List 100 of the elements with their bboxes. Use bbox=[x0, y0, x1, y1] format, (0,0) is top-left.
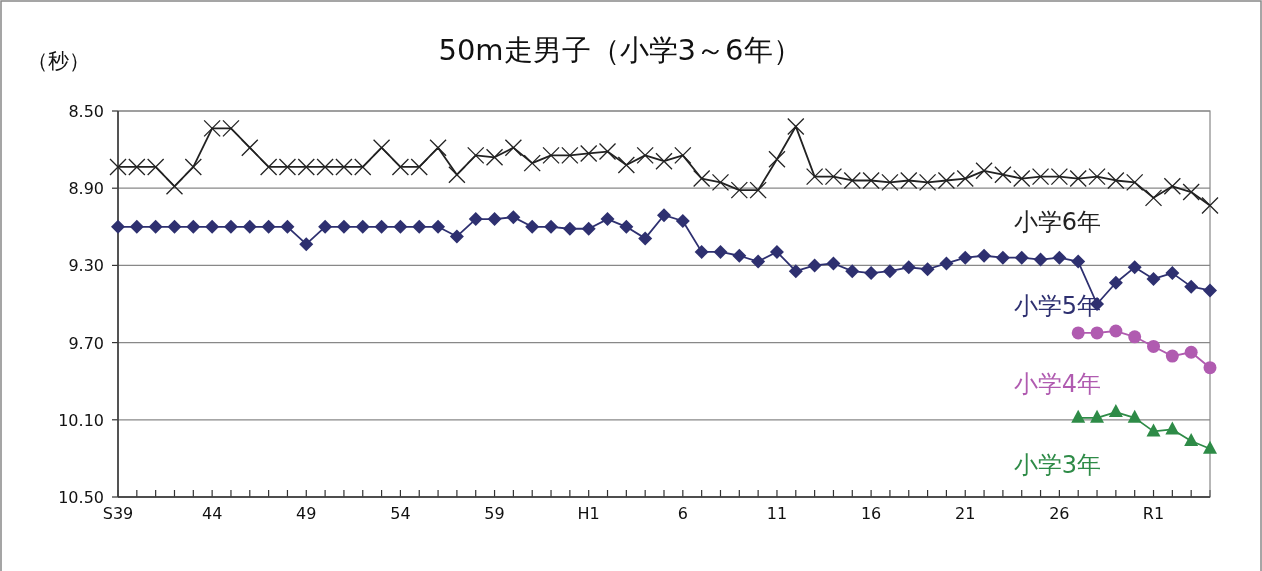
point bbox=[242, 219, 257, 234]
point bbox=[374, 219, 389, 234]
point bbox=[1071, 326, 1085, 340]
point bbox=[1146, 271, 1161, 286]
point bbox=[1163, 177, 1181, 195]
point bbox=[1126, 173, 1144, 192]
point bbox=[1108, 275, 1123, 290]
point bbox=[1184, 433, 1199, 447]
point bbox=[318, 219, 333, 234]
point bbox=[958, 250, 973, 265]
x-tick-label: R1 bbox=[1142, 504, 1165, 523]
point bbox=[167, 219, 182, 234]
chart-title: 50m走男子（小学3～6年） bbox=[438, 33, 802, 67]
point bbox=[674, 146, 692, 165]
point bbox=[977, 248, 992, 263]
x-tick-label: S39 bbox=[102, 504, 134, 523]
point bbox=[788, 264, 803, 279]
point bbox=[372, 139, 391, 157]
point bbox=[693, 169, 711, 188]
point bbox=[1033, 252, 1048, 267]
point bbox=[1108, 404, 1123, 418]
point bbox=[864, 266, 879, 281]
point bbox=[1128, 330, 1142, 344]
point bbox=[1109, 324, 1123, 338]
point bbox=[694, 244, 709, 259]
point bbox=[355, 219, 370, 234]
series-label: 小学6年 bbox=[1013, 207, 1102, 236]
point bbox=[937, 171, 956, 190]
point bbox=[1203, 283, 1217, 298]
point bbox=[1090, 326, 1104, 340]
x-tick-label: H1 bbox=[577, 504, 600, 523]
point bbox=[939, 256, 954, 271]
point bbox=[111, 219, 125, 234]
point bbox=[448, 166, 466, 184]
point bbox=[1088, 167, 1106, 186]
point bbox=[506, 210, 521, 225]
point bbox=[241, 139, 259, 157]
point bbox=[769, 244, 784, 259]
point bbox=[1127, 409, 1142, 423]
series-label: 小学4年 bbox=[1013, 369, 1102, 398]
point bbox=[184, 158, 202, 176]
point bbox=[600, 212, 615, 227]
point bbox=[1090, 409, 1105, 423]
x-tick-label: 6 bbox=[677, 504, 688, 523]
x-tick-label: 44 bbox=[201, 504, 223, 523]
point bbox=[1203, 361, 1217, 375]
point bbox=[617, 156, 635, 174]
x-tick-label: 11 bbox=[766, 504, 788, 523]
point bbox=[1165, 266, 1180, 281]
point bbox=[1203, 440, 1217, 454]
point bbox=[562, 221, 577, 236]
point bbox=[261, 219, 276, 234]
x-tick-label: 26 bbox=[1049, 504, 1070, 523]
point bbox=[751, 254, 766, 269]
y-tick-label: 8.90 bbox=[68, 179, 104, 199]
point bbox=[638, 231, 653, 246]
point bbox=[336, 219, 351, 234]
y-tick-label: 9.30 bbox=[68, 256, 104, 276]
point bbox=[636, 146, 654, 165]
point bbox=[487, 212, 502, 227]
point bbox=[1184, 345, 1198, 359]
point bbox=[657, 208, 671, 223]
point bbox=[713, 244, 728, 259]
point bbox=[1052, 250, 1067, 265]
series-label: 小学3年 bbox=[1013, 450, 1102, 479]
x-tick-label: 49 bbox=[296, 504, 317, 523]
y-tick-label: 10.50 bbox=[58, 488, 104, 507]
point bbox=[1184, 279, 1199, 294]
point bbox=[1013, 169, 1031, 188]
point bbox=[1182, 183, 1200, 201]
point bbox=[1201, 196, 1219, 215]
point bbox=[129, 219, 144, 234]
point bbox=[1144, 189, 1163, 207]
x-tick-label: 59 bbox=[484, 504, 505, 523]
x-tick-label: 54 bbox=[390, 504, 411, 523]
point bbox=[619, 219, 634, 234]
point bbox=[1069, 169, 1087, 188]
point bbox=[901, 260, 916, 275]
point bbox=[1107, 171, 1125, 190]
point bbox=[655, 152, 673, 170]
point bbox=[975, 162, 993, 180]
point bbox=[826, 256, 841, 271]
point bbox=[581, 221, 596, 236]
point bbox=[393, 219, 408, 234]
point bbox=[1165, 349, 1179, 363]
point bbox=[994, 166, 1012, 184]
point bbox=[845, 264, 860, 279]
point bbox=[449, 229, 464, 244]
point bbox=[732, 248, 747, 263]
point bbox=[882, 264, 897, 279]
y-tick-label: 10.10 bbox=[58, 410, 104, 430]
point bbox=[918, 173, 937, 192]
point bbox=[431, 219, 446, 234]
x-tick-label: 21 bbox=[955, 504, 976, 523]
point bbox=[807, 258, 822, 273]
point bbox=[787, 117, 805, 136]
point bbox=[1071, 254, 1086, 269]
point bbox=[1071, 409, 1086, 423]
point bbox=[148, 219, 163, 234]
point bbox=[956, 169, 974, 188]
